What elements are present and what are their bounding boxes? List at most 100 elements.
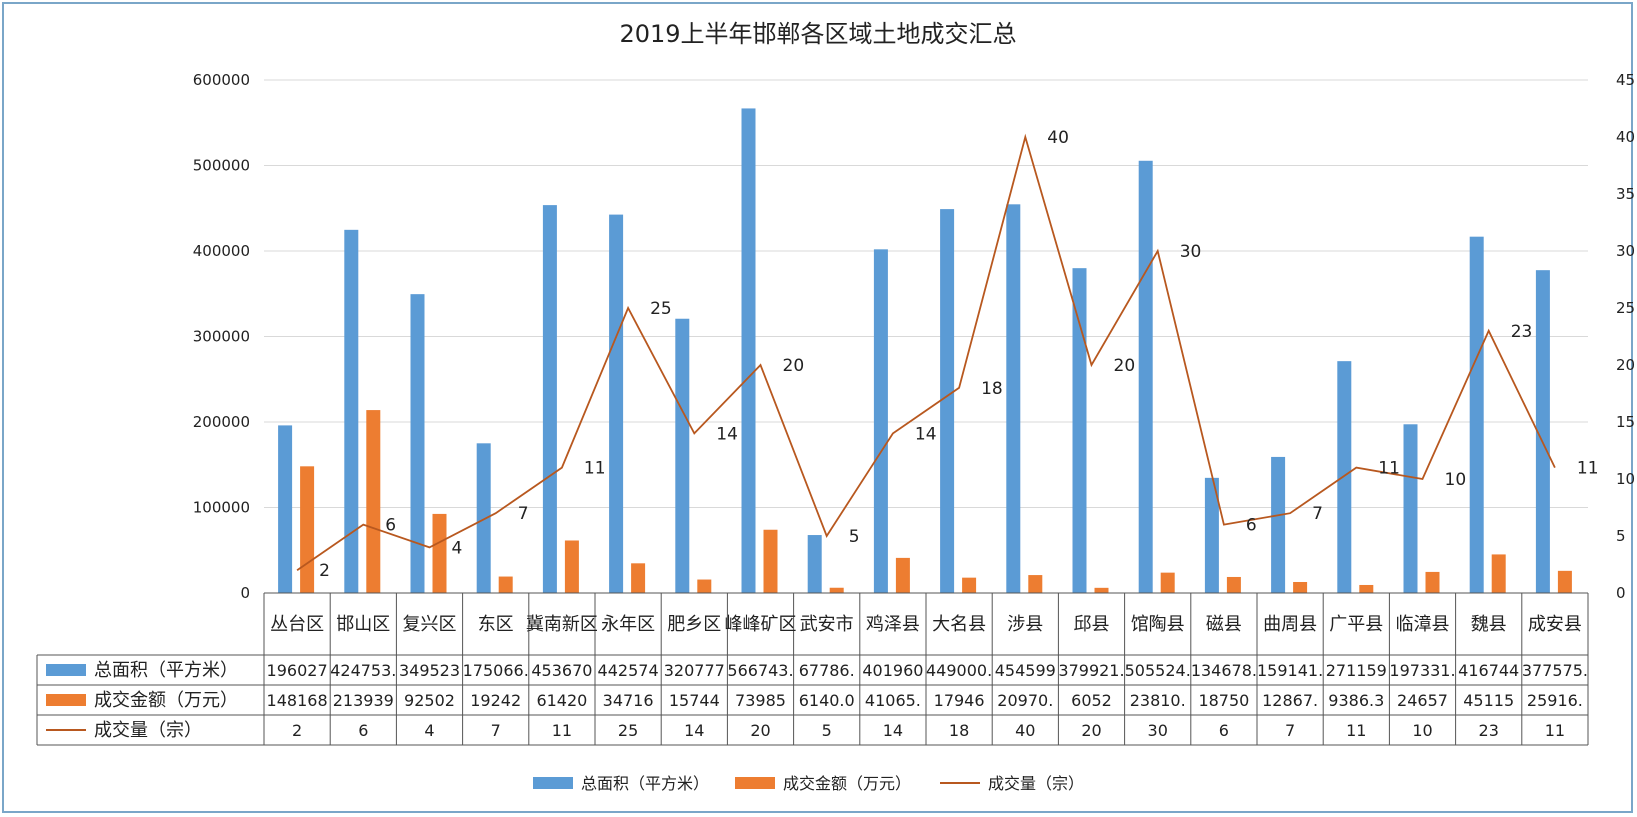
table-cell: 20 <box>750 721 770 740</box>
bar-amount <box>1293 581 1308 593</box>
table-row-header: 成交金额（万元） <box>94 690 238 711</box>
category-label: 丛台区 <box>270 614 324 635</box>
table-cell: 34716 <box>603 691 654 710</box>
table-cell: 40 <box>1015 721 1035 740</box>
table-cell: 197331. <box>1389 661 1455 680</box>
category-label: 复兴区 <box>403 614 457 635</box>
legend-label: 成交量（宗） <box>988 774 1084 793</box>
legend-label: 总面积（平方米） <box>581 774 709 793</box>
table-cell: 377575. <box>1522 661 1588 680</box>
category-label: 临漳县 <box>1396 614 1450 635</box>
category-label: 鸡泽县 <box>866 614 920 635</box>
table-cell: 14 <box>684 721 704 740</box>
data-label-volume: 18 <box>981 379 1003 399</box>
table-cell: 45115 <box>1463 691 1514 710</box>
legend-label: 成交金额（万元） <box>783 774 911 793</box>
y-left-tick-label: 100000 <box>193 499 250 517</box>
table-cell: 7 <box>1285 721 1295 740</box>
data-label-volume: 30 <box>1180 242 1202 262</box>
table-legend-key <box>46 664 86 676</box>
line-volume <box>296 133 1556 571</box>
bar-area <box>542 205 557 593</box>
table-row-header: 总面积（平方米） <box>94 660 238 681</box>
y-right-tick-label: 30 <box>1616 242 1635 260</box>
table-cell: 18 <box>949 721 969 740</box>
table-cell: 67786. <box>799 661 855 680</box>
data-label-volume: 23 <box>1511 322 1533 342</box>
data-label-volume: 6 <box>1246 516 1257 536</box>
category-label: 馆陶县 <box>1131 614 1185 635</box>
table-cell: 14 <box>883 721 903 740</box>
table-cell: 175066. <box>463 661 529 680</box>
table-cell: 7 <box>491 721 501 740</box>
table-cell: 9386.3 <box>1328 691 1384 710</box>
table-cell: 505524. <box>1125 661 1191 680</box>
bar-amount <box>829 587 844 593</box>
table-cell: 566743. <box>727 661 793 680</box>
bar-area <box>278 425 293 593</box>
data-label-volume: 11 <box>584 459 606 479</box>
legend-key <box>735 777 775 789</box>
data-label-volume: 7 <box>1312 504 1323 524</box>
bar-area <box>1204 477 1219 593</box>
table-cell: 12867. <box>1262 691 1318 710</box>
table-cell: 61420 <box>536 691 587 710</box>
table-cell: 20 <box>1081 721 1101 740</box>
table-cell: 442574 <box>598 661 659 680</box>
bar-area <box>609 214 624 593</box>
y-left-tick-label: 400000 <box>193 242 250 260</box>
y-right-tick-label: 10 <box>1616 470 1635 488</box>
y-right-tick-label: 20 <box>1616 356 1635 374</box>
data-label-volume: 5 <box>849 527 860 547</box>
bar-area <box>1271 456 1286 593</box>
data-label-volume: 2 <box>319 561 330 581</box>
y-right-tick-label: 45 <box>1616 71 1635 89</box>
category-label: 曲周县 <box>1263 614 1317 635</box>
category-label: 永年区 <box>601 614 655 635</box>
y-right-tick-label: 40 <box>1616 128 1635 146</box>
table-cell: 20970. <box>997 691 1053 710</box>
table-cell: 453670 <box>531 661 592 680</box>
table-cell: 6052 <box>1071 691 1112 710</box>
table-cell: 379921. <box>1058 661 1124 680</box>
table-cell: 349523 <box>399 661 460 680</box>
bar-amount <box>432 513 447 593</box>
bar-area <box>741 108 756 593</box>
table-cell: 10 <box>1412 721 1432 740</box>
bar-area <box>1337 361 1352 593</box>
y-left-tick-label: 300000 <box>193 328 250 346</box>
y-left-tick-label: 200000 <box>193 413 250 431</box>
bar-amount <box>1425 571 1440 593</box>
bar-amount <box>1094 587 1109 593</box>
category-label: 魏县 <box>1471 614 1507 635</box>
bar-area <box>1469 236 1484 593</box>
table-cell: 2 <box>292 721 302 740</box>
data-label-volume: 14 <box>716 424 738 444</box>
y-left-tick-label: 600000 <box>193 71 250 89</box>
y-right-tick-label: 15 <box>1616 413 1635 431</box>
category-label: 磁县 <box>1206 614 1242 635</box>
bar-amount <box>1160 572 1175 593</box>
table-cell: 15744 <box>669 691 720 710</box>
bar-amount <box>366 410 381 593</box>
table-cell: 5 <box>822 721 832 740</box>
table-cell: 30 <box>1148 721 1168 740</box>
bar-amount <box>1028 575 1043 593</box>
bar-amount <box>631 563 646 593</box>
bar-area <box>873 249 888 593</box>
table-cell: 19242 <box>470 691 521 710</box>
bar-amount <box>962 577 977 593</box>
table-cell: 23 <box>1479 721 1499 740</box>
bar-amount <box>1491 554 1506 593</box>
bar-area <box>1403 424 1418 593</box>
data-label-volume: 14 <box>915 424 937 444</box>
y-left-tick-label: 500000 <box>193 157 250 175</box>
bar-amount <box>763 529 778 593</box>
table-cell: 320777 <box>664 661 725 680</box>
category-label: 成安县 <box>1528 614 1582 635</box>
bar-area <box>344 229 359 593</box>
table-cell: 6 <box>1219 721 1229 740</box>
data-label-volume: 4 <box>452 538 463 558</box>
data-label-volume: 11 <box>1577 459 1599 479</box>
